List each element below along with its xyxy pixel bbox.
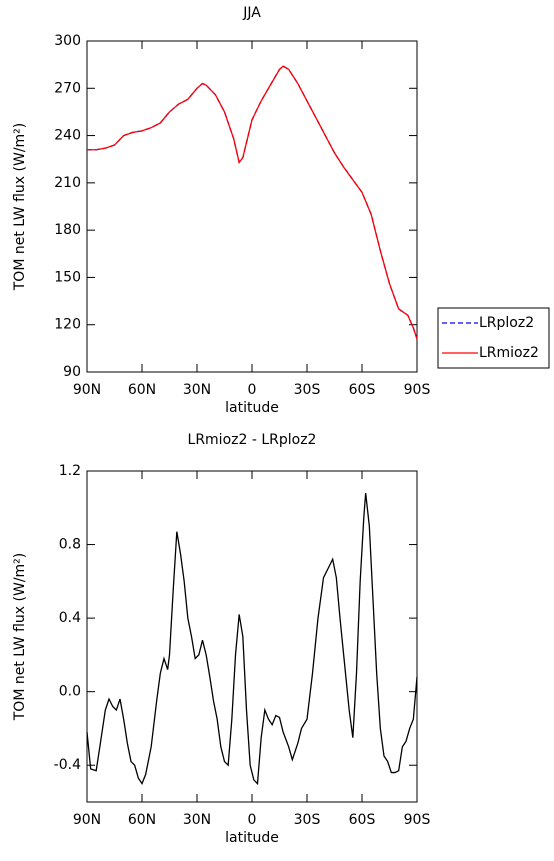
data-line <box>87 65 418 340</box>
y-tick-label: 90 <box>63 364 81 380</box>
y-axis-label: TOM net LW flux (W/m²) <box>12 553 28 722</box>
x-tick-label: 90N <box>73 812 101 828</box>
x-tick-label: 60S <box>349 812 376 828</box>
x-tick-label: 60N <box>128 382 156 398</box>
y-tick-label: 240 <box>54 128 81 144</box>
chart-title: JJA <box>242 5 261 21</box>
y-tick-label: 0.4 <box>59 610 81 626</box>
x-tick-label: 30S <box>294 382 321 398</box>
legend-label: LRmioz2 <box>479 345 539 361</box>
legend-label: LRploz2 <box>479 315 534 331</box>
x-tick-label: 30S <box>294 812 321 828</box>
y-tick-label: 150 <box>54 269 81 285</box>
legend-box <box>437 307 550 369</box>
x-tick-label: 60N <box>128 812 156 828</box>
y-tick-label: 180 <box>54 222 81 238</box>
x-tick-label: 90S <box>404 382 431 398</box>
y-tick-label: 1.2 <box>59 463 81 479</box>
y-tick-label: -0.4 <box>54 757 81 773</box>
x-tick-label: 90S <box>404 812 431 828</box>
y-tick-label: 270 <box>54 80 81 96</box>
plot-frame <box>86 470 418 803</box>
chart-title: LRmioz2 - LRploz2 <box>188 432 317 448</box>
y-tick-label: 120 <box>54 317 81 333</box>
x-axis-label: latitude <box>225 400 279 416</box>
y-tick-label: 0.0 <box>59 684 81 700</box>
x-tick-label: 30N <box>183 382 211 398</box>
y-tick-label: 300 <box>54 33 81 49</box>
x-tick-label: 0 <box>248 382 257 398</box>
y-tick-label: 0.8 <box>59 537 81 553</box>
x-tick-label: 30N <box>183 812 211 828</box>
x-tick-label: 90N <box>73 382 101 398</box>
x-tick-label: 0 <box>248 812 257 828</box>
data-line <box>86 492 418 786</box>
y-axis-label: TOM net LW flux (W/m²) <box>12 123 28 292</box>
data-line <box>87 65 418 340</box>
x-tick-label: 60S <box>349 382 376 398</box>
x-axis-label: latitude <box>225 830 279 846</box>
y-tick-label: 210 <box>54 175 81 191</box>
